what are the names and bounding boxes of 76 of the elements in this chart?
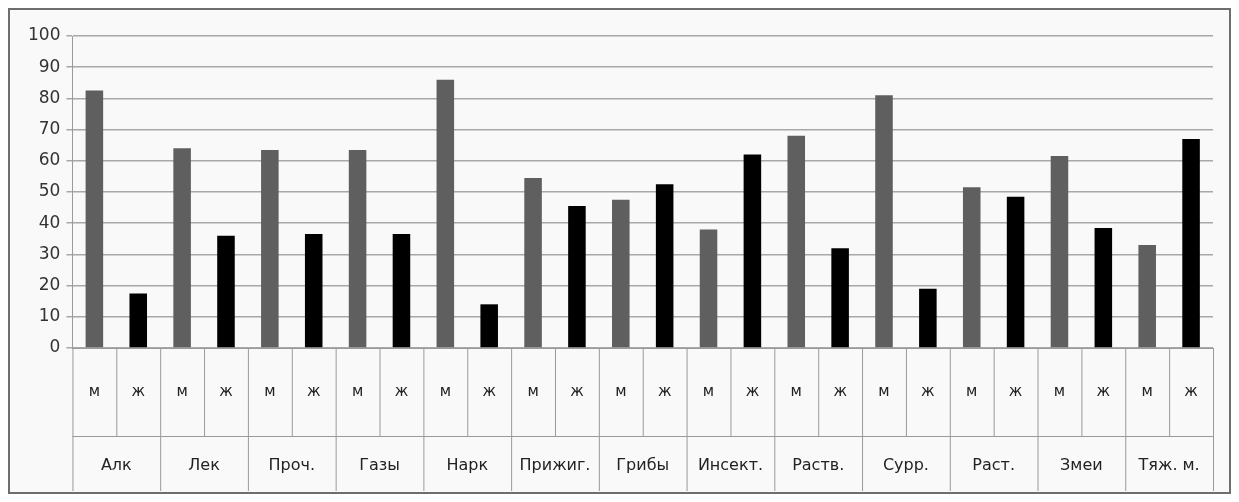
y-tick-label: 0 xyxy=(49,336,61,357)
bar xyxy=(787,135,806,348)
x-tick-label: Прижиг. xyxy=(519,454,591,474)
y-tick-label: 40 xyxy=(38,211,61,232)
bar xyxy=(612,199,630,348)
text: м xyxy=(439,381,451,400)
bar xyxy=(1050,156,1069,348)
text: ж xyxy=(745,381,760,400)
bar xyxy=(743,154,762,348)
bar xyxy=(875,95,893,348)
bar xyxy=(699,229,718,348)
text: м xyxy=(615,381,627,400)
x-tick-label: Тяж. м. xyxy=(1137,454,1200,474)
x-tick-label: Алк xyxy=(100,454,133,474)
text: ж xyxy=(219,381,233,400)
bar xyxy=(261,149,279,348)
bar xyxy=(1182,138,1200,348)
x-tick-label: Газы xyxy=(359,454,400,474)
bar xyxy=(392,234,411,348)
bar xyxy=(436,79,455,348)
text: м xyxy=(527,381,539,400)
text: ж xyxy=(921,381,935,400)
bar xyxy=(173,148,191,348)
bar xyxy=(1006,196,1025,348)
y-tick-label: 100 xyxy=(27,24,61,45)
x-tick-label: Инсект. xyxy=(697,454,764,474)
bar xyxy=(129,293,148,348)
bar xyxy=(217,235,235,348)
text: ж xyxy=(306,381,321,400)
bar xyxy=(831,248,849,348)
text: м xyxy=(1141,381,1153,400)
x-tick-label: Грибы xyxy=(616,454,670,474)
x-tick-label: Проч. xyxy=(268,454,316,474)
text: ж xyxy=(131,381,146,400)
bar xyxy=(524,177,542,348)
text: ж xyxy=(657,381,672,400)
y-tick-label: 80 xyxy=(38,86,61,107)
text: м xyxy=(966,381,978,400)
y-tick-label: 10 xyxy=(38,305,61,326)
text: м xyxy=(351,381,364,400)
x-tick-label: Раст. xyxy=(972,454,1015,474)
text: ж xyxy=(394,381,409,400)
text: м xyxy=(1053,381,1066,400)
bar xyxy=(962,187,981,348)
text: ж xyxy=(1008,381,1023,400)
bar xyxy=(919,288,937,348)
y-tick-label: 60 xyxy=(38,149,61,170)
bar xyxy=(480,304,498,348)
text: ж xyxy=(1184,381,1198,400)
text: м xyxy=(878,381,890,400)
y-tick-label: 70 xyxy=(38,118,61,139)
text: м xyxy=(176,381,188,400)
bar xyxy=(1138,245,1156,348)
text: м xyxy=(264,381,276,400)
text: ж xyxy=(1096,381,1111,400)
bar xyxy=(85,90,104,348)
x-tick-label: Лек xyxy=(188,454,221,474)
x-tick-label: Раств. xyxy=(792,454,845,474)
x-tick-label: Сурр. xyxy=(882,454,929,474)
text: ж xyxy=(482,381,496,400)
y-tick-label: 50 xyxy=(38,180,61,201)
bar xyxy=(304,234,323,348)
text: м xyxy=(88,381,101,400)
x-tick-label: Нарк xyxy=(446,454,489,474)
y-tick-label: 20 xyxy=(38,274,61,295)
bar xyxy=(655,184,674,348)
text: ж xyxy=(570,381,584,400)
y-tick-label: 30 xyxy=(38,242,61,263)
y-tick-label: 90 xyxy=(38,55,61,76)
text: м xyxy=(702,381,715,400)
bar xyxy=(568,206,586,348)
text: ж xyxy=(833,381,847,400)
bar xyxy=(348,149,367,348)
bar xyxy=(1094,227,1113,348)
x-tick-label: Змеи xyxy=(1060,454,1103,474)
text: м xyxy=(790,381,802,400)
